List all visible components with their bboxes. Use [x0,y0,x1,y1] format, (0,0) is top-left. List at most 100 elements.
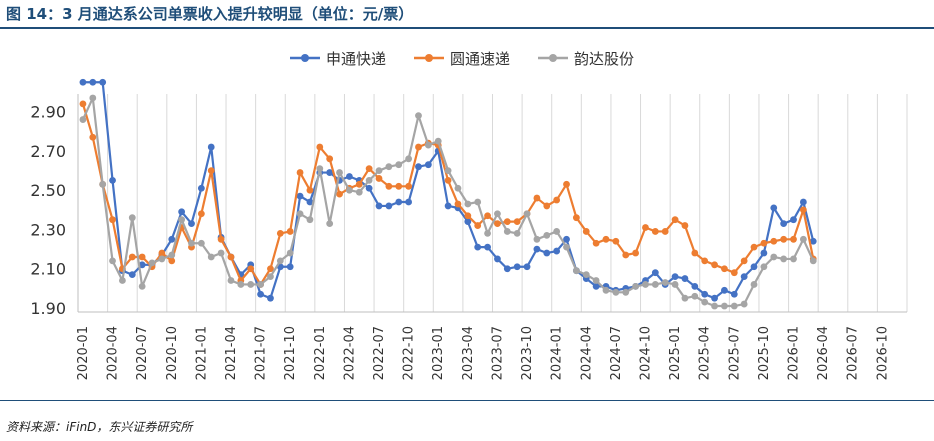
x-tick-label: 2025-10 [757,326,772,380]
data-point [197,184,205,192]
data-point [799,206,807,214]
data-point [730,290,738,298]
data-point [760,239,768,247]
data-point [651,269,659,277]
data-point [701,298,709,306]
data-point [296,192,304,200]
legend-label: 申通快递 [326,50,386,68]
data-point [217,249,225,257]
data-point [651,228,659,235]
data-point [365,177,373,184]
data-point [790,235,797,243]
data-point [730,269,738,277]
data-point [799,235,807,243]
data-point [178,216,186,224]
data-point [760,249,768,257]
data-point [494,255,501,263]
legend-item: 韵达股份 [538,50,634,68]
data-point [464,200,472,208]
data-point [424,161,432,169]
data-point [681,294,689,302]
data-point [750,263,758,271]
data-point [296,210,304,218]
title-rule [0,27,934,29]
y-tick-label: 2.70 [30,142,66,161]
data-point [572,267,580,275]
data-point [395,182,403,190]
data-point [523,263,531,271]
chart-legend: 申通快递 圆通速递 韵达股份 [290,50,634,68]
data-point [247,265,255,273]
data-point [79,78,87,86]
chart-gridlines [77,94,908,312]
data-point [474,222,482,229]
legend-label: 韵达股份 [574,50,634,68]
series-group [79,94,817,310]
x-tick-label: 2026-04 [816,326,831,380]
data-point [217,235,225,243]
data-point [99,78,107,86]
data-point [424,141,432,149]
data-point [128,253,136,261]
data-point [612,288,620,296]
data-point [296,169,304,176]
data-point [592,239,600,247]
x-tick-label: 2024-04 [579,326,594,380]
data-point [730,302,738,310]
y-tick-label: 2.10 [30,260,66,279]
data-point [711,302,718,310]
data-point [316,143,324,151]
data-point [582,271,590,279]
data-point [503,265,511,273]
data-point [267,294,274,302]
x-tick-label: 2020-10 [165,326,180,380]
data-point [197,239,205,247]
data-point [257,290,264,298]
chart-axes [77,94,907,313]
data-point [306,198,314,206]
data-point [553,247,561,255]
data-point [563,180,570,188]
data-point [267,273,274,280]
x-tick-label: 2026-10 [875,326,890,380]
data-point [780,255,788,263]
x-tick-label: 2022-10 [402,326,417,380]
data-point [572,214,580,222]
data-point [484,243,491,251]
data-point [89,78,97,86]
data-point [701,257,709,265]
series-group [79,100,817,288]
data-point [444,202,452,210]
data-point [691,249,699,257]
data-point [247,281,255,288]
data-point [326,155,334,163]
data-point [494,220,501,227]
data-point [464,212,472,220]
data-point [513,230,521,237]
x-tick-label: 2025-07 [727,326,742,380]
data-point [405,198,413,206]
data-point [345,173,353,180]
data-point [513,218,521,226]
x-tick-label: 2021-01 [194,326,209,380]
y-tick-label: 1.90 [30,299,66,318]
data-point [671,216,679,224]
data-point [809,237,817,245]
data-point [415,143,422,151]
data-point [207,143,215,151]
data-point [622,288,630,296]
data-point [326,220,334,227]
data-point [336,169,343,176]
data-point [158,255,166,263]
data-point [99,180,107,188]
data-point [671,281,679,288]
data-point [602,286,610,294]
x-tick-label: 2020-01 [76,326,91,380]
data-point [642,281,649,288]
data-point [750,281,758,288]
data-point [286,263,294,271]
data-point [237,281,245,288]
data-point [395,161,403,169]
series-line [82,81,815,300]
data-point [227,253,235,261]
